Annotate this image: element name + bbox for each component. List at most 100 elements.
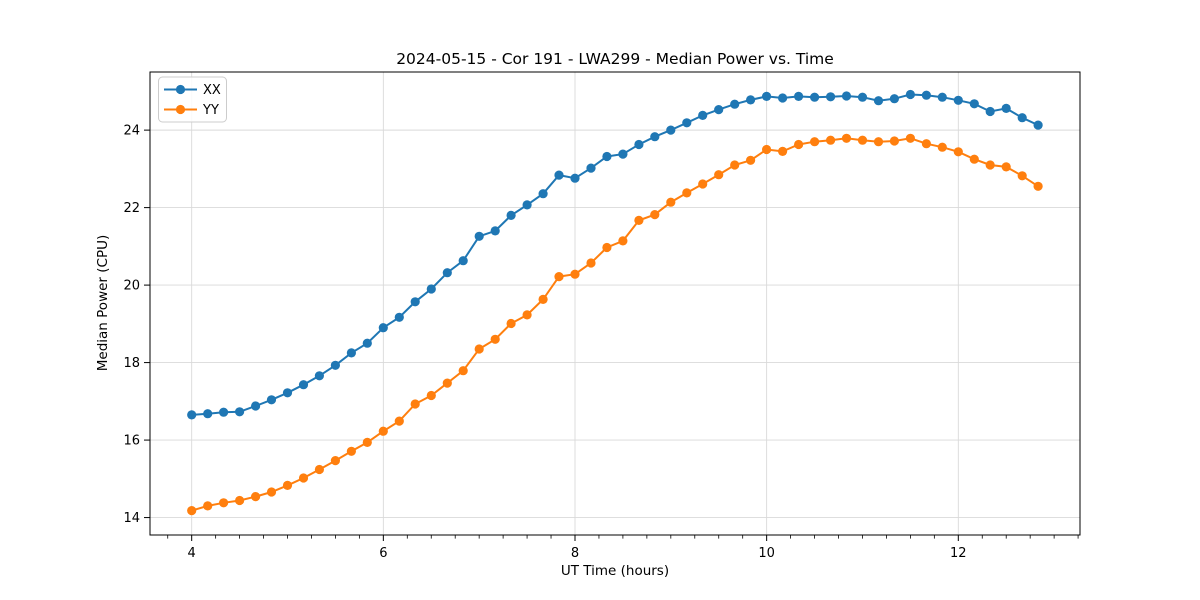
series-XX-marker xyxy=(330,360,340,370)
series-YY-marker xyxy=(266,487,277,497)
series-XX-marker xyxy=(474,231,484,241)
series-YY-marker xyxy=(219,498,229,508)
series-XX-marker xyxy=(762,91,772,101)
series-XX-marker xyxy=(266,395,277,405)
series-YY-marker xyxy=(282,480,293,490)
series-YY-marker xyxy=(698,179,708,189)
series-YY-marker xyxy=(810,137,820,147)
series-YY-marker xyxy=(682,188,692,198)
series-XX-marker xyxy=(490,226,500,236)
series-YY-marker xyxy=(458,366,468,376)
series-YY-marker xyxy=(778,146,788,156)
series-YY-marker xyxy=(554,272,564,282)
series-XX-marker xyxy=(682,118,692,128)
series-YY-marker xyxy=(506,318,516,329)
series-XX-marker xyxy=(506,210,516,220)
series-XX-marker xyxy=(282,388,293,398)
legend: XX YY xyxy=(158,76,227,123)
series-YY-marker xyxy=(730,160,740,170)
series-XX-marker xyxy=(346,348,356,358)
series-XX-marker xyxy=(1017,113,1027,123)
series-XX-marker xyxy=(442,268,452,278)
series-YY-marker xyxy=(746,155,756,165)
series-YY-marker xyxy=(235,495,245,506)
y-tick-label: 24 xyxy=(123,124,140,139)
series-YY-marker xyxy=(330,456,340,466)
series-YY-marker xyxy=(714,170,724,180)
series-XX-marker xyxy=(826,92,836,102)
series-YY-marker xyxy=(921,139,932,149)
gridlines xyxy=(150,72,1080,535)
series-XX-marker xyxy=(921,90,932,100)
series-XX-marker xyxy=(873,96,884,106)
series-YY-marker xyxy=(937,142,947,152)
series-YY-marker xyxy=(538,294,548,304)
series-XX-marker xyxy=(378,323,388,333)
y-tick-label: 16 xyxy=(123,434,140,449)
series-YY-marker xyxy=(953,147,963,157)
series-YY-marker xyxy=(362,437,372,447)
series-YY-marker xyxy=(410,399,420,409)
series-YY-marker xyxy=(618,236,628,246)
series-YY-marker xyxy=(602,242,612,253)
series-YY-marker xyxy=(298,473,309,483)
series-YY-marker xyxy=(490,334,500,344)
series-YY-marker xyxy=(889,136,900,146)
y-tick-label: 22 xyxy=(123,201,140,216)
series-YY-marker xyxy=(905,133,916,143)
series-YY-marker xyxy=(522,310,532,320)
series-YY-marker xyxy=(586,258,596,268)
series-XX-marker xyxy=(203,409,213,419)
series-XX-marker xyxy=(426,284,436,294)
series-XX-marker xyxy=(586,163,596,173)
series-YY-marker xyxy=(314,464,324,475)
series-XX-marker xyxy=(666,125,676,135)
series-XX-marker xyxy=(602,151,612,162)
series-YY-marker xyxy=(570,269,580,279)
series-XX-marker xyxy=(730,99,740,109)
series-YY-marker xyxy=(251,492,261,502)
series-YY-marker xyxy=(873,137,884,147)
series-XX-marker xyxy=(219,407,229,417)
series-XX-marker xyxy=(841,91,852,101)
series-XX-marker xyxy=(953,95,963,105)
series-XX-marker xyxy=(794,91,804,101)
series-YY-marker xyxy=(826,135,836,145)
series-XX-marker xyxy=(985,106,995,117)
series-YY-marker xyxy=(857,135,868,145)
series-XX-marker xyxy=(778,93,788,103)
series-YY-marker xyxy=(346,446,356,456)
series-XX-marker xyxy=(650,132,660,142)
series-XX-marker xyxy=(235,407,245,417)
series-XX-marker xyxy=(410,297,420,307)
series-XX-marker xyxy=(554,170,564,180)
series-YY-marker xyxy=(650,210,660,220)
series-YY-marker xyxy=(841,133,852,143)
series-XX-marker xyxy=(458,256,468,266)
series-XX-marker xyxy=(251,401,261,411)
legend-box xyxy=(158,76,227,123)
x-tick-label: 12 xyxy=(950,546,967,561)
series-YY-marker xyxy=(1033,181,1043,191)
data-series xyxy=(187,89,1043,516)
y-tick-label: 14 xyxy=(123,511,140,526)
series-YY-marker xyxy=(474,344,484,354)
x-axis-label: UT Time (hours) xyxy=(561,563,669,579)
series-XX-marker xyxy=(634,139,644,150)
series-XX-marker xyxy=(314,371,324,381)
series-YY-marker xyxy=(969,154,979,164)
y-axis-label: Median Power (CPU) xyxy=(95,235,111,371)
series-XX-marker xyxy=(714,105,724,115)
tick-labels: 4 6 8 10 12 14 16 18 20 22 24 xyxy=(123,124,966,561)
series-XX-marker xyxy=(187,410,197,420)
series-YY-marker xyxy=(1017,171,1027,181)
y-tick-label: 18 xyxy=(123,356,140,371)
x-tick-label: 8 xyxy=(571,546,579,561)
series-XX-marker xyxy=(889,94,900,104)
series-XX-marker xyxy=(937,92,947,102)
series-XX-marker xyxy=(298,380,309,390)
series-XX-marker xyxy=(522,200,532,210)
series-YY-marker xyxy=(426,390,436,401)
